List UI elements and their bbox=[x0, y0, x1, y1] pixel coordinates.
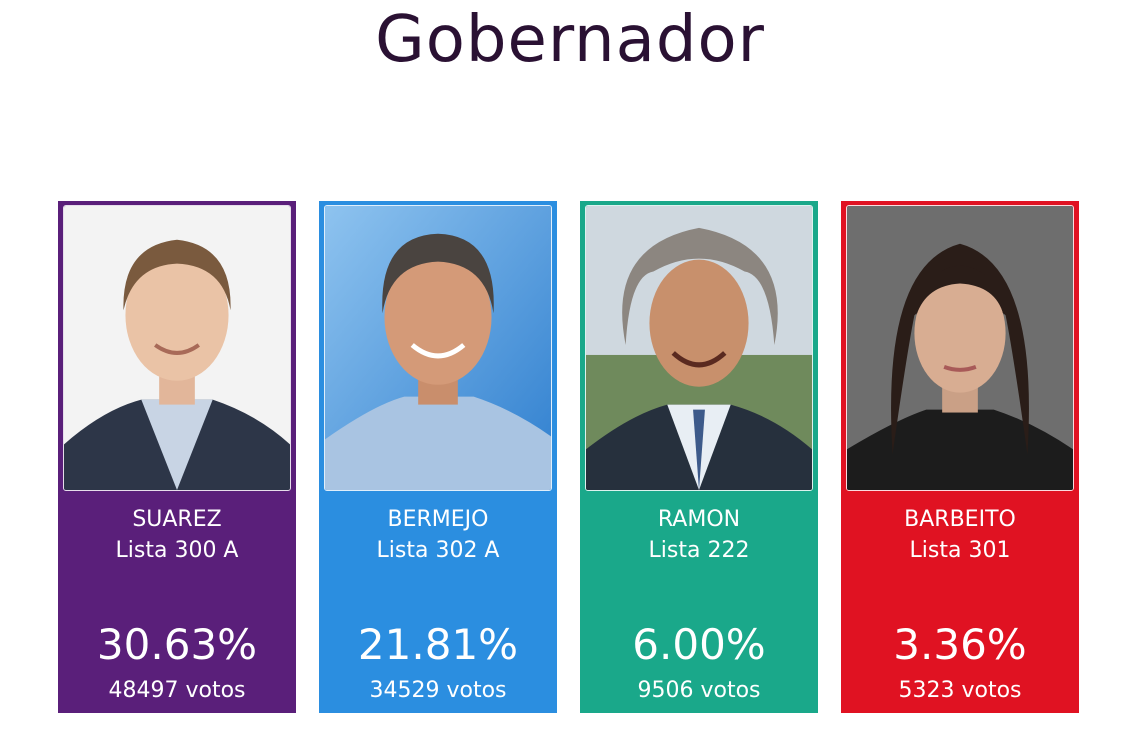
candidate-name: SUAREZ bbox=[132, 507, 222, 532]
candidate-name: BERMEJO bbox=[387, 507, 489, 532]
vote-percentage: 21.81% bbox=[357, 620, 519, 669]
candidate-photo bbox=[585, 205, 813, 491]
candidate-card-bermejo: BERMEJO Lista 302 A 21.81% 34529 votos bbox=[319, 201, 557, 713]
candidate-list: Lista 300 A bbox=[115, 538, 239, 563]
candidate-card-suarez: SUAREZ Lista 300 A 30.63% 48497 votos bbox=[58, 201, 296, 713]
page-title: Gobernador bbox=[375, 3, 765, 77]
candidate-card-ramon: RAMON Lista 222 6.00% 9506 votos bbox=[580, 201, 818, 713]
vote-count: 9506 votos bbox=[637, 678, 761, 703]
vote-count: 34529 votos bbox=[369, 678, 507, 703]
vote-percentage: 30.63% bbox=[96, 620, 258, 669]
vote-percentage: 3.36% bbox=[893, 620, 1027, 669]
candidate-card-barbeito: BARBEITO Lista 301 3.36% 5323 votos bbox=[841, 201, 1079, 713]
vote-count: 48497 votos bbox=[108, 678, 246, 703]
candidate-photo bbox=[63, 205, 291, 491]
vote-count: 5323 votos bbox=[898, 678, 1022, 703]
candidate-list: Lista 301 bbox=[909, 538, 1011, 563]
candidate-photo bbox=[846, 205, 1074, 491]
candidate-name: BARBEITO bbox=[904, 507, 1016, 532]
vote-percentage: 6.00% bbox=[632, 620, 766, 669]
candidate-list: Lista 302 A bbox=[376, 538, 500, 563]
candidate-list: Lista 222 bbox=[648, 538, 750, 563]
candidate-photo bbox=[324, 205, 552, 491]
candidate-name: RAMON bbox=[657, 507, 741, 532]
